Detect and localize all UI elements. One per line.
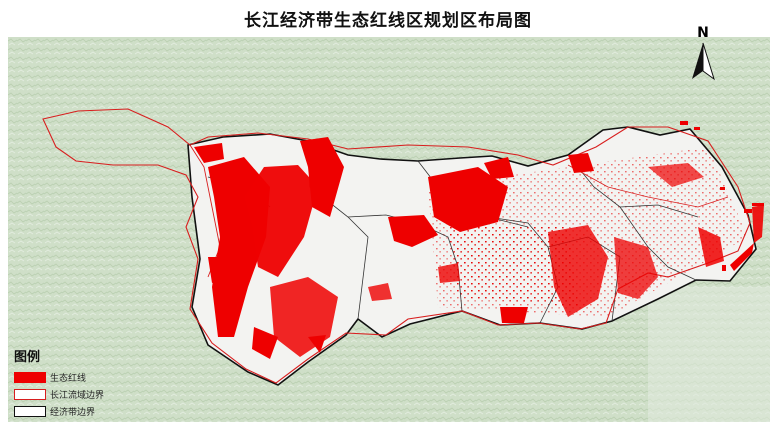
red-line-swatch bbox=[14, 372, 46, 383]
legend: 图例 生态红线 长江流域边界 经济带边界 bbox=[14, 346, 154, 420]
legend-label: 经济带边界 bbox=[50, 408, 96, 418]
north-arrow: N bbox=[686, 25, 720, 83]
map-canvas bbox=[8, 37, 770, 422]
legend-item-belt-boundary: 经济带边界 bbox=[14, 403, 154, 420]
legend-title: 图例 bbox=[14, 350, 41, 365]
legend-label: 长江流域边界 bbox=[50, 391, 105, 401]
red-line-zones bbox=[194, 137, 724, 359]
map-title: 长江经济带生态红线区规划区布局图 bbox=[244, 11, 532, 31]
belt-boundary-swatch bbox=[14, 406, 46, 417]
legend-item-red-line: 生态红线 bbox=[14, 369, 154, 386]
legend-item-basin-boundary: 长江流域边界 bbox=[14, 386, 154, 403]
legend-label: 生态红线 bbox=[50, 374, 87, 384]
north-label: N bbox=[697, 25, 709, 41]
north-arrow-icon bbox=[692, 42, 715, 81]
basin-boundary-swatch bbox=[14, 389, 46, 400]
coastal-zone-markings bbox=[680, 121, 764, 271]
